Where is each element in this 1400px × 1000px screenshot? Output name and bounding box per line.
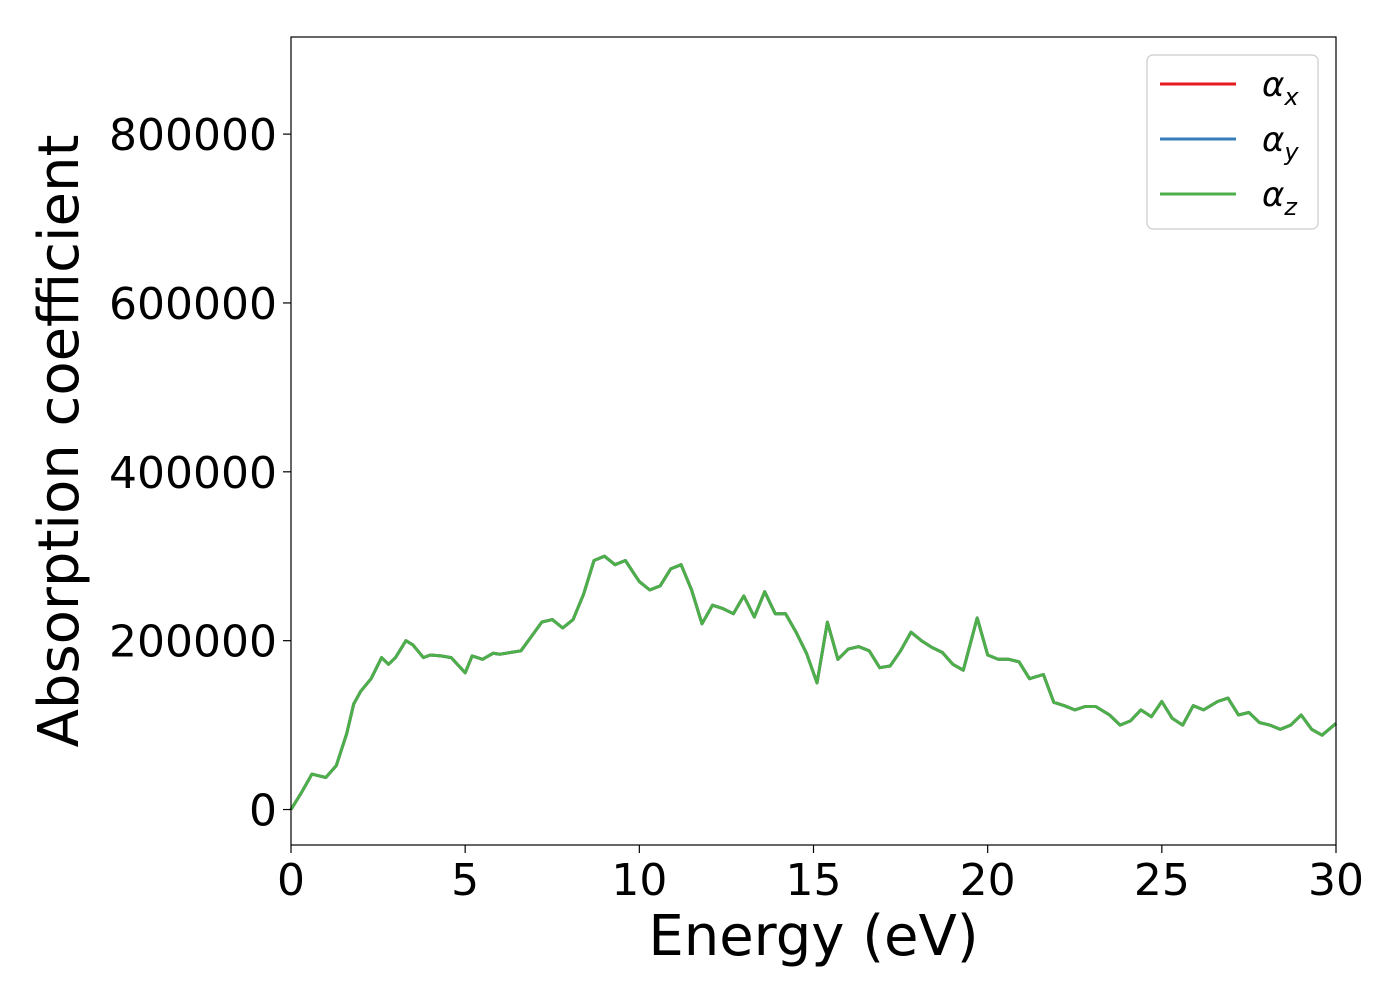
- x-tick-label: 30: [1308, 855, 1364, 906]
- x-tick-label: 25: [1134, 855, 1190, 906]
- legend-label: αz: [1262, 175, 1298, 221]
- series-line-3: [289, 554, 1337, 811]
- y-tick-label: 800000: [109, 110, 277, 161]
- x-tick-label: 20: [960, 855, 1016, 906]
- y-axis: 0 200000 400000 600000 800000: [109, 110, 291, 837]
- y-axis-title: Absorption coefficient: [27, 135, 92, 748]
- y-tick-label: 400000: [109, 448, 277, 499]
- series-line-1: [289, 554, 1337, 811]
- series-layer: [289, 554, 1337, 811]
- x-tick-label: 10: [611, 855, 667, 906]
- x-tick-label: 5: [451, 855, 479, 906]
- y-tick-label: 0: [249, 786, 277, 837]
- x-tick-label: 15: [786, 855, 842, 906]
- legend: αx αy αz: [1146, 54, 1319, 230]
- series-line-2: [289, 554, 1337, 811]
- y-tick-label: 600000: [109, 279, 277, 330]
- x-axis-title: Energy (eV): [648, 904, 978, 969]
- x-tick-label: 0: [277, 855, 305, 906]
- y-tick-label: 200000: [109, 617, 277, 668]
- legend-label: αx: [1262, 65, 1299, 111]
- x-axis: 0 5 10 15 20 25 30: [277, 845, 1364, 906]
- legend-label: αy: [1262, 120, 1299, 166]
- legend-box: [1146, 54, 1319, 230]
